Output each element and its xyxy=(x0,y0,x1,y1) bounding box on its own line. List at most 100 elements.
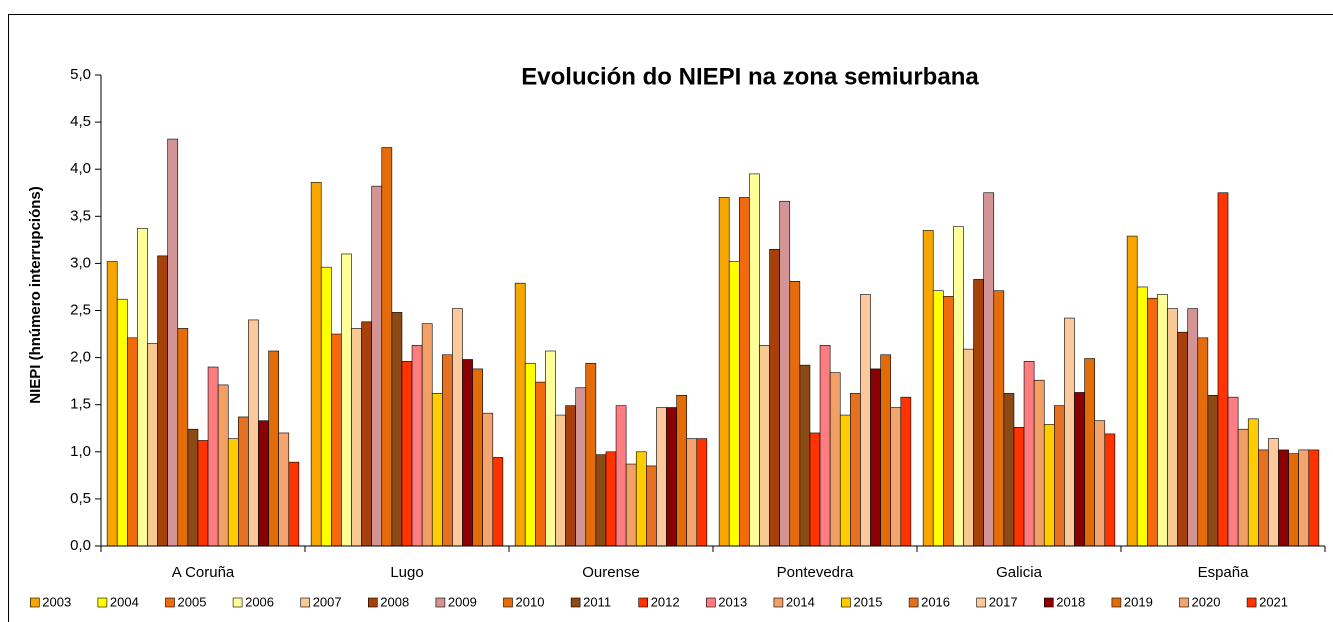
y-axis-title: NIEPI (hnúmero interrupcións) xyxy=(27,186,44,404)
bar xyxy=(421,323,433,547)
bar xyxy=(779,200,791,547)
legend-label: 2017 xyxy=(989,594,1018,609)
legend-swatch xyxy=(503,597,513,608)
bar xyxy=(1167,308,1178,547)
bar xyxy=(646,465,657,547)
x-tick-label: Galicia xyxy=(996,564,1043,581)
legend-swatch xyxy=(976,597,987,608)
bar xyxy=(197,440,209,547)
bar xyxy=(625,463,637,547)
bar xyxy=(452,308,463,547)
legend-swatch xyxy=(29,597,40,608)
bar xyxy=(167,138,179,547)
legend-swatch xyxy=(908,597,919,608)
bar xyxy=(850,393,861,547)
bar xyxy=(268,350,279,547)
bar xyxy=(1247,418,1259,547)
legend-swatch xyxy=(1044,597,1054,608)
bar xyxy=(809,432,821,547)
legend-label: 2016 xyxy=(921,594,950,609)
bar xyxy=(391,312,403,547)
bar xyxy=(1288,453,1299,547)
bar xyxy=(900,396,912,547)
bar xyxy=(341,253,352,547)
legend-label: 2005 xyxy=(178,594,207,609)
bar xyxy=(482,412,494,547)
bar xyxy=(1033,379,1045,547)
bar xyxy=(718,197,730,547)
bar xyxy=(829,372,841,547)
y-tick-label: 1,5 xyxy=(70,396,91,413)
legend-label: 2014 xyxy=(786,594,815,609)
bar xyxy=(676,394,687,547)
bar xyxy=(1064,317,1075,547)
legend-swatch xyxy=(773,597,784,608)
bar xyxy=(993,290,1005,547)
bar xyxy=(492,457,504,547)
bar xyxy=(472,368,483,547)
legend-swatch xyxy=(1246,597,1257,608)
y-tick-label: 0,5 xyxy=(70,490,91,507)
bar xyxy=(799,364,811,547)
bar xyxy=(1147,297,1158,547)
bar xyxy=(666,407,677,547)
y-tick-label: 4,0 xyxy=(70,160,91,177)
bar xyxy=(331,333,342,547)
y-tick-label: 3,5 xyxy=(70,207,91,224)
legend-swatch xyxy=(841,597,851,608)
bar xyxy=(207,366,219,547)
bar xyxy=(890,407,902,547)
bar xyxy=(442,354,453,547)
bar xyxy=(983,192,995,547)
bar xyxy=(1104,433,1116,547)
legend-swatch xyxy=(638,597,649,608)
bar xyxy=(870,368,881,547)
bar xyxy=(381,147,393,547)
bar xyxy=(1227,396,1239,547)
bar xyxy=(1237,428,1249,547)
bar xyxy=(217,384,229,547)
legend-label: 2008 xyxy=(380,594,409,609)
legend-swatch xyxy=(1179,597,1189,608)
bar xyxy=(932,290,944,547)
legend-swatch xyxy=(367,597,378,608)
bar xyxy=(361,321,372,547)
legend-swatch xyxy=(232,597,243,608)
bar xyxy=(1268,438,1279,547)
bar xyxy=(1258,449,1269,547)
bar xyxy=(819,345,831,547)
bar xyxy=(1074,392,1085,547)
bar xyxy=(739,197,750,547)
bar xyxy=(1298,449,1310,547)
bar xyxy=(116,298,128,547)
bar xyxy=(585,362,597,547)
bar xyxy=(147,343,158,547)
bar xyxy=(1308,449,1320,547)
bar xyxy=(1023,361,1035,547)
bar xyxy=(1197,337,1209,547)
bar xyxy=(1094,420,1106,547)
bar xyxy=(1054,405,1065,547)
y-tick-label: 1,0 xyxy=(70,443,91,460)
bar xyxy=(106,261,118,547)
bar xyxy=(401,361,413,547)
legend-label: 2019 xyxy=(1124,594,1153,609)
legend-label: 2018 xyxy=(1056,594,1085,609)
y-tick-label: 0,0 xyxy=(70,537,91,554)
legend-swatch xyxy=(165,597,175,608)
bar xyxy=(371,185,383,547)
bar xyxy=(187,428,199,547)
bar xyxy=(615,405,627,547)
bar xyxy=(238,416,249,547)
bar xyxy=(278,432,290,547)
bar xyxy=(1187,308,1199,547)
legend-label: 2004 xyxy=(110,594,139,609)
x-tick-label: Lugo xyxy=(390,564,423,581)
legend-swatch xyxy=(705,597,716,608)
legend-swatch xyxy=(300,597,311,608)
bar xyxy=(696,438,708,547)
legend-label: 2012 xyxy=(651,594,680,609)
bar xyxy=(973,279,984,547)
bar xyxy=(943,296,954,547)
bar xyxy=(963,348,974,547)
